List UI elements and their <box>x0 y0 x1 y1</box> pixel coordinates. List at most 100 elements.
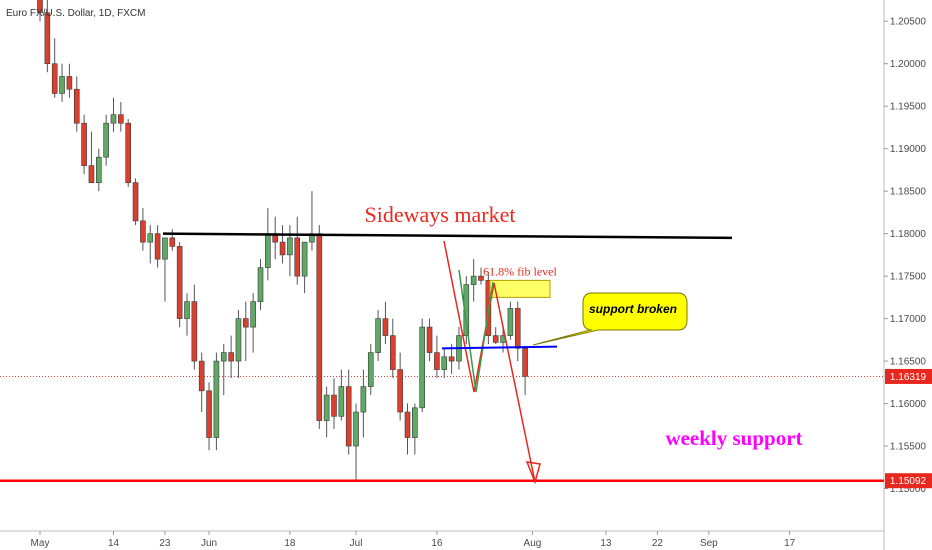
date-tick-label: Aug <box>524 538 542 549</box>
candle-up <box>287 237 293 256</box>
candle-up <box>507 308 514 336</box>
candle-up <box>375 318 381 353</box>
date-tick-label: May <box>31 538 50 549</box>
candlestick-series <box>37 0 528 481</box>
candle-down <box>316 233 323 421</box>
date-tick-label: 18 <box>284 538 296 549</box>
price-tick-label: 1.15000 <box>890 484 927 495</box>
candle-down <box>522 348 528 377</box>
candle-up <box>96 156 102 183</box>
candle-up <box>59 76 65 94</box>
date-tick-label: Jun <box>201 538 217 549</box>
candle-down <box>389 335 396 370</box>
candle-down <box>243 318 249 328</box>
weekly-support-label: weekly support <box>665 426 802 450</box>
candle-up <box>103 122 109 158</box>
candle-up <box>412 407 418 438</box>
candle-up <box>353 411 359 447</box>
candle-up <box>184 301 190 319</box>
projection-arrowhead <box>525 461 541 485</box>
price-axis-ticks: 1.20500 1.20000 1.19500 1.19000 1.18500 1.180… <box>884 17 926 495</box>
support-broken-label: support broken <box>589 302 677 316</box>
candle-down <box>206 390 212 438</box>
candle-up <box>441 356 448 370</box>
support-price-badge <box>885 473 932 489</box>
candle-down <box>382 318 389 336</box>
fib-level-label: 61.8% fib level <box>483 264 557 278</box>
price-tick-label: 1.15500 <box>890 442 927 453</box>
date-tick-label: 16 <box>431 538 443 549</box>
candle-up <box>301 241 308 277</box>
date-tick-label: 17 <box>784 538 796 549</box>
candle-down <box>81 122 87 166</box>
candle-down <box>118 114 124 124</box>
candle-down <box>478 275 484 281</box>
price-tick-label: 1.16500 <box>890 357 927 368</box>
candle-up <box>213 360 220 438</box>
chart-title: Euro FX/U.S. Dollar, 1D, FXCM <box>6 8 145 19</box>
support-price-value: 1.15092 <box>890 476 927 487</box>
candle-down <box>154 233 161 260</box>
candle-down <box>88 165 95 183</box>
candle-up <box>220 352 227 362</box>
price-tick-label: 1.20500 <box>890 17 927 28</box>
candle-down <box>228 352 234 362</box>
date-tick-label: 22 <box>652 538 664 549</box>
candle-up <box>470 275 477 285</box>
candle-down <box>331 394 337 417</box>
retracement-path[interactable] <box>458 269 494 393</box>
candle-down <box>37 0 43 14</box>
time-axis-ticks: May 14 23 Jun 18 Jul 16 Aug 13 22 Sep 17 <box>31 531 796 549</box>
price-tick-label: 1.17000 <box>890 314 927 325</box>
candle-down <box>73 88 80 124</box>
candle-down <box>345 386 352 447</box>
candle-down <box>198 360 205 392</box>
date-tick-label: 23 <box>159 538 171 549</box>
resistance-line[interactable] <box>162 232 733 240</box>
candle-down <box>448 356 455 362</box>
price-tick-label: 1.20000 <box>890 59 927 70</box>
date-tick-label: 13 <box>600 538 612 549</box>
candle-down <box>44 12 51 65</box>
candle-down <box>397 369 403 413</box>
candle-up <box>367 352 374 387</box>
broken-support-line[interactable] <box>441 345 558 350</box>
candle-down <box>66 76 73 90</box>
candle-down <box>404 411 411 438</box>
sideways-market-label: Sideways market <box>365 202 516 227</box>
price-tick-label: 1.17500 <box>890 272 927 283</box>
candle-down <box>492 335 499 343</box>
candle-up <box>162 237 168 260</box>
candle-down <box>169 237 176 247</box>
candle-down <box>125 122 131 183</box>
current-price-badge <box>885 368 932 384</box>
candle-down <box>191 301 198 362</box>
candle-up <box>463 284 470 336</box>
candle-up <box>419 326 426 409</box>
candle-up <box>147 233 154 243</box>
candle-down <box>434 352 440 370</box>
date-tick-label: 14 <box>108 538 120 549</box>
candle-up <box>338 386 345 417</box>
candle-down <box>51 63 58 94</box>
candle-up <box>235 318 242 362</box>
price-tick-label: 1.18000 <box>890 229 927 240</box>
date-tick-label: Sep <box>700 538 718 549</box>
candle-up <box>265 233 271 268</box>
candle-up <box>360 386 367 413</box>
price-tick-label: 1.16000 <box>890 399 927 410</box>
candle-down <box>294 237 301 277</box>
support-broken-callout[interactable] <box>532 292 688 346</box>
price-tick-label: 1.19500 <box>890 102 927 113</box>
date-tick-label: Jul <box>350 538 363 549</box>
current-price-value: 1.16319 <box>890 372 927 383</box>
candle-down <box>426 326 433 353</box>
candle-up <box>257 267 264 302</box>
candle-up <box>323 394 330 421</box>
price-tick-label: 1.18500 <box>890 187 927 198</box>
fib-level-box[interactable] <box>489 279 551 298</box>
candle-down <box>514 308 521 349</box>
candle-down <box>132 182 139 222</box>
